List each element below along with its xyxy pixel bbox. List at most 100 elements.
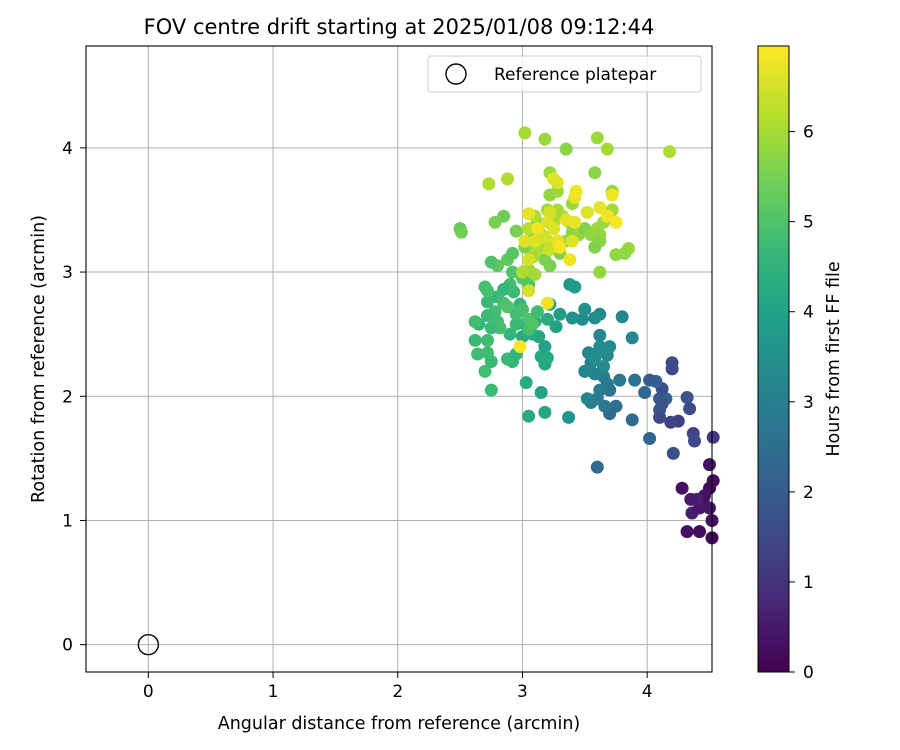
chart-title: FOV centre drift starting at 2025/01/08 …: [144, 15, 655, 39]
data-point: [525, 317, 539, 331]
colorbar-tick-label: 5: [803, 213, 814, 233]
data-point: [501, 300, 514, 314]
data-point: [484, 355, 498, 368]
data-point: [484, 383, 498, 397]
data-point: [653, 410, 667, 424]
data-point: [528, 234, 542, 248]
data-point: [540, 312, 554, 326]
data-point: [680, 525, 694, 539]
x-axis-label: Angular distance from reference (arcmin): [218, 714, 581, 734]
data-point: [588, 166, 602, 180]
data-point: [530, 222, 544, 236]
data-point: [509, 224, 523, 238]
data-point: [613, 373, 627, 387]
legend-label-reference: Reference platepar: [494, 65, 656, 85]
reference-marker: [137, 633, 160, 656]
data-point: [643, 432, 657, 445]
data-point: [519, 376, 533, 390]
data-point: [625, 413, 639, 427]
data-point: [588, 367, 602, 381]
data-point: [593, 265, 607, 279]
data-point: [538, 405, 552, 419]
data-point: [618, 246, 632, 260]
data-point: [540, 351, 554, 365]
data-point: [625, 331, 639, 345]
data-point: [562, 410, 576, 424]
x-tick-label: 1: [268, 682, 279, 702]
colorbar-ticks: 0 1 2 3 4 5 6: [789, 123, 814, 683]
data-point: [590, 460, 604, 474]
data-point: [600, 142, 614, 156]
data-point: [603, 340, 617, 354]
data-point: [478, 364, 492, 378]
data-point: [522, 207, 536, 221]
data-point: [588, 311, 602, 325]
data-point: [693, 525, 706, 539]
data-point: [484, 321, 498, 335]
data-point: [597, 360, 610, 373]
data-point: [605, 188, 619, 202]
colorbar-label: Hours from first FF file: [824, 261, 844, 456]
y-axis-label: Rotation from reference (arcmin): [29, 215, 49, 503]
data-point: [615, 310, 629, 324]
data-point: [703, 458, 716, 472]
data-point: [593, 201, 607, 214]
legend: Reference platepar: [427, 55, 702, 93]
data-point: [513, 340, 527, 354]
data-point: [559, 142, 573, 156]
data-point: [593, 328, 607, 342]
data-point: [563, 253, 577, 267]
data-point: [684, 492, 698, 506]
data-point: [518, 234, 532, 248]
data-point: [540, 296, 554, 310]
colorbar-tick-label: 1: [803, 573, 814, 593]
legend-marker-reference: [445, 63, 467, 85]
y-tick-label: 2: [62, 387, 73, 407]
colorbar-tick-label: 6: [803, 123, 814, 143]
data-point: [666, 446, 680, 460]
data-point: [553, 307, 567, 321]
data-point: [559, 213, 573, 227]
data-point: [643, 373, 657, 387]
data-point: [703, 501, 716, 515]
grid-lines: [86, 46, 712, 672]
data-points: [453, 126, 720, 545]
data-point: [680, 391, 694, 404]
data-point: [506, 246, 519, 260]
data-point: [501, 172, 514, 186]
data-point: [549, 320, 563, 334]
data-point: [588, 352, 602, 366]
data-point: [509, 317, 523, 331]
data-point: [578, 302, 592, 316]
data-point: [518, 126, 532, 140]
data-point: [488, 305, 502, 319]
data-point: [664, 415, 678, 429]
data-point: [454, 225, 468, 239]
data-point: [565, 311, 579, 325]
y-tick-label: 4: [62, 139, 73, 159]
colorbar-tick-label: 2: [803, 483, 814, 503]
data-point: [580, 205, 594, 219]
data-point: [516, 265, 529, 279]
data-point: [468, 315, 482, 329]
data-point: [628, 373, 642, 387]
colorbar-tick-label: 3: [803, 393, 814, 413]
data-point: [530, 305, 544, 319]
data-point: [590, 131, 604, 145]
x-tick-label: 4: [642, 682, 653, 702]
colorbar: [757, 45, 790, 673]
data-point: [683, 402, 697, 416]
data-point: [580, 392, 594, 406]
data-point: [522, 253, 536, 267]
data-point: [569, 184, 583, 198]
data-point: [540, 215, 554, 229]
data-point: [516, 302, 529, 316]
data-point: [543, 259, 557, 273]
data-point: [568, 280, 582, 294]
data-point: [481, 333, 494, 347]
data-point: [528, 268, 542, 281]
data-point: [484, 255, 498, 269]
x-tick-label: 2: [392, 682, 403, 702]
data-point: [593, 340, 607, 354]
